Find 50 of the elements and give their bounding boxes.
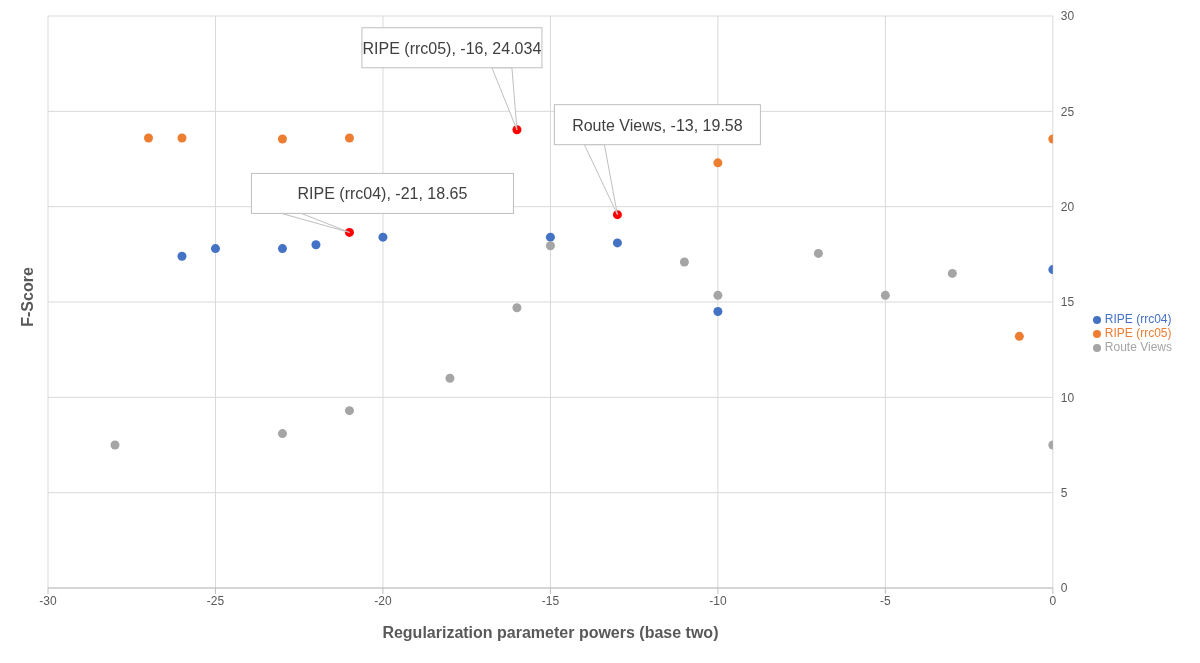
point — [143, 133, 153, 143]
annotation: RIPE (rrc05), -16, 24.034 — [362, 39, 542, 57]
point — [177, 133, 187, 143]
y-tick-label: 0 — [1060, 581, 1068, 596]
point — [277, 244, 287, 254]
point — [344, 227, 354, 237]
callout-box: RIPE (rrc05), -16, 24.034 — [361, 27, 543, 131]
legend-label: RIPE (rrc04) — [1104, 312, 1172, 326]
point — [813, 248, 823, 258]
y-tick-label: 20 — [1060, 199, 1075, 214]
annotation: RIPE (rrc04), -21, 18.65 — [297, 185, 468, 203]
legend-label: RIPE (rrc05) — [1104, 326, 1172, 340]
y-tick-label: 10 — [1060, 390, 1075, 405]
point — [880, 290, 890, 300]
x-tick-label: -20 — [374, 593, 392, 608]
point — [612, 238, 622, 248]
x-tick-label: -30 — [39, 593, 57, 608]
callout-box: Route Views, -13, 19.58 — [553, 104, 761, 216]
x-tick-label: 0 — [1049, 593, 1057, 608]
y-tick-label: 25 — [1060, 104, 1075, 119]
y-tick-label: 15 — [1060, 295, 1075, 310]
point — [177, 251, 187, 261]
x-tick-label: -25 — [206, 593, 225, 608]
point — [713, 158, 723, 168]
point — [545, 241, 555, 251]
point — [210, 244, 220, 254]
x-axis-title: Regularization parameter powers (base two) — [382, 624, 719, 641]
point — [512, 303, 522, 313]
y-axis-title: F-Score — [19, 267, 37, 327]
point — [1014, 331, 1024, 341]
annotation: Route Views, -13, 19.58 — [572, 116, 743, 134]
point — [344, 133, 354, 143]
point — [110, 440, 120, 450]
point — [445, 373, 455, 383]
point — [378, 232, 388, 242]
point — [679, 257, 689, 267]
point — [713, 307, 723, 317]
x-tick-label: -15 — [541, 593, 560, 608]
y-tick-label: 5 — [1060, 485, 1068, 500]
point — [277, 134, 287, 144]
point — [713, 290, 723, 300]
x-tick-label: -10 — [709, 593, 727, 608]
legend-label: Route Views — [1104, 340, 1172, 354]
point — [344, 406, 354, 416]
point — [277, 429, 287, 439]
point — [311, 240, 321, 250]
x-tick-label: -5 — [880, 593, 892, 608]
point — [947, 268, 957, 278]
point — [545, 232, 555, 242]
y-tick-label: 30 — [1060, 9, 1075, 24]
